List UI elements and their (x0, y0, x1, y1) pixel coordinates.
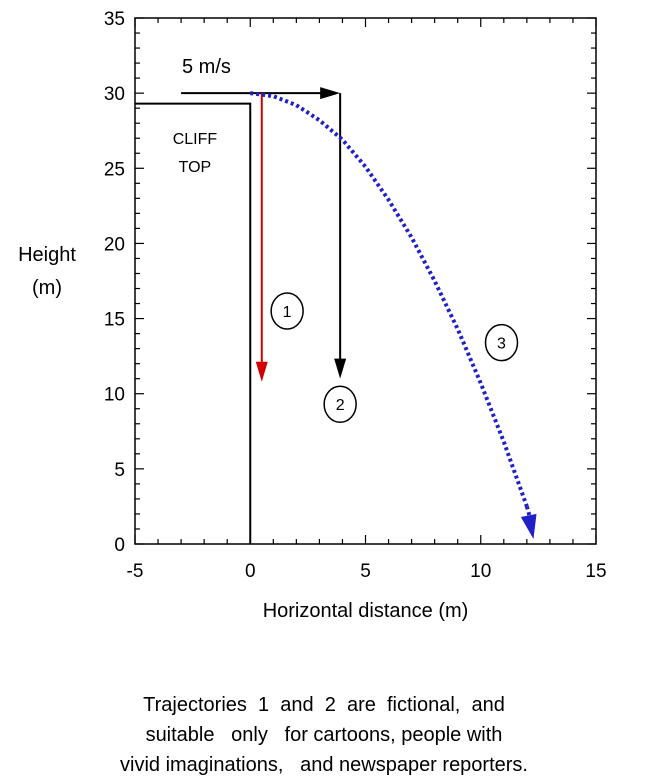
series-layer (181, 87, 537, 539)
y-tick-label: 20 (104, 234, 125, 255)
y-axis-label-line-1: Height (18, 244, 76, 266)
series-1-arrowhead (255, 361, 268, 382)
series-3-arrowhead (520, 513, 537, 539)
y-tick-label: 5 (114, 460, 125, 481)
cliff-label-line-1: CLIFF (173, 131, 218, 148)
x-axis-label: Horizontal distance (m) (263, 600, 469, 622)
series-3-marker-circle (484, 323, 519, 362)
x-tick-label: 5 (360, 561, 371, 582)
caption-line-1: Trajectories 1 and 2 are fictional, and (143, 694, 505, 716)
cliff-outline (135, 102, 252, 544)
x-tick-label: 0 (245, 561, 256, 582)
label-layer: Horizontal distance (m) Height (m) 5 m/s 1 2 3 (18, 56, 519, 622)
y-tick-label: 10 (104, 385, 125, 406)
series-1-marker-circle (270, 292, 304, 330)
series-2-arrowhead (334, 358, 347, 379)
y-tick-label: 25 (104, 159, 125, 180)
cliff-layer: CLIFF TOP (135, 102, 252, 544)
y-tick-label: 0 (114, 535, 125, 556)
y-tick-label: 35 (104, 9, 125, 30)
velocity-arrow-head (320, 87, 341, 100)
x-tick-label: 15 (585, 561, 606, 582)
series-3-marker-label: 3 (497, 336, 506, 353)
cliff-label-line-2: TOP (179, 159, 212, 176)
x-tick-label: -5 (127, 561, 144, 582)
plot-frame (134, 17, 597, 545)
series-2-marker-label: 2 (336, 397, 345, 414)
caption-line-3: vivid imaginations, and newspaper report… (120, 754, 528, 776)
x-tick-label: 10 (470, 561, 491, 582)
caption: Trajectories 1 and 2 are fictional, and … (0, 690, 648, 780)
y-tick-label: 30 (104, 84, 125, 105)
y-axis-label-line-2: (m) (32, 277, 62, 299)
plot-area (134, 17, 597, 545)
series-3-curve (249, 91, 529, 508)
y-tick-label: 15 (104, 310, 125, 331)
series-1-marker-label: 1 (283, 304, 292, 321)
velocity-label: 5 m/s (182, 56, 231, 78)
caption-line-2: suitable only for cartoons, people with (145, 724, 503, 746)
series-2-marker-circle (323, 385, 357, 423)
